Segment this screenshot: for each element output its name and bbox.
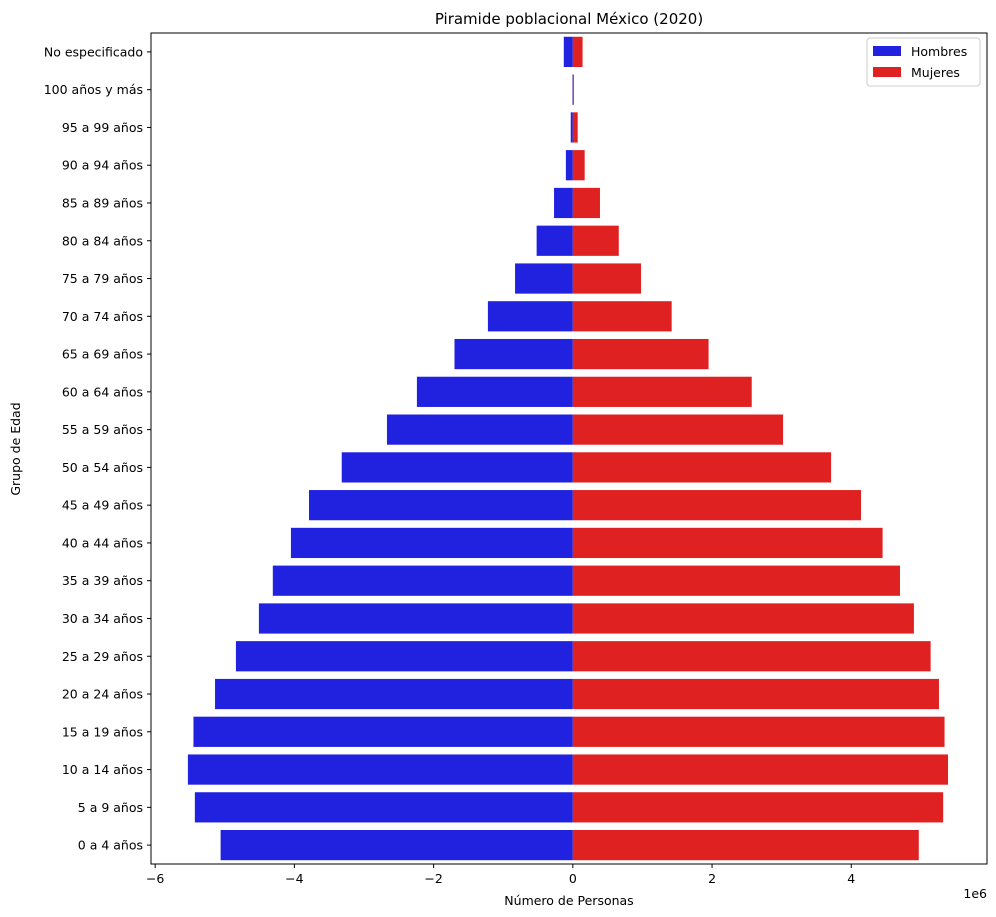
- bar-hombres: [215, 678, 573, 710]
- bar-mujeres: [572, 225, 619, 256]
- x-tick-label: −4: [285, 871, 303, 886]
- x-tick-label: 4: [847, 871, 855, 886]
- bar-mujeres: [572, 754, 949, 785]
- y-tick-label: 10 a 14 años: [62, 762, 143, 777]
- bar-hombres: [220, 830, 573, 861]
- bar-hombres: [235, 641, 573, 672]
- y-tick-label: 35 a 39 años: [62, 573, 143, 588]
- bar-mujeres: [572, 187, 600, 219]
- bar-hombres: [536, 225, 573, 256]
- x-tick-label: −2: [424, 871, 442, 886]
- bar-mujeres: [572, 112, 578, 143]
- bar-mujeres: [572, 74, 574, 105]
- y-tick-label: 45 a 49 años: [62, 498, 143, 513]
- chart-title: Piramide poblacional México (2020): [435, 10, 703, 28]
- bar-hombres: [194, 792, 573, 823]
- bar-hombres: [258, 603, 573, 634]
- bar-hombres: [454, 338, 573, 370]
- bar-mujeres: [572, 716, 945, 747]
- y-tick-label: 100 años y más: [44, 82, 143, 97]
- y-tick-label: 90 a 94 años: [62, 158, 143, 173]
- bar-hombres: [386, 414, 573, 445]
- legend-label-mujeres: Mujeres: [911, 65, 960, 80]
- bar-mujeres: [572, 150, 585, 181]
- bar-hombres: [309, 490, 573, 521]
- y-tick-label: 30 a 34 años: [62, 611, 143, 626]
- bar-mujeres: [572, 641, 931, 672]
- y-tick-label: 60 a 64 años: [62, 384, 143, 399]
- legend-swatch-hombres: [873, 46, 901, 56]
- y-tick-label: 85 a 89 años: [62, 195, 143, 210]
- bar-hombres: [416, 376, 573, 407]
- y-tick-label: 5 a 9 años: [78, 800, 143, 815]
- bar-hombres: [272, 565, 573, 596]
- bar-hombres: [341, 452, 573, 483]
- y-tick-label: 0 a 4 años: [78, 838, 143, 853]
- bar-mujeres: [572, 376, 752, 407]
- bar-mujeres: [572, 830, 919, 861]
- bar-mujeres: [572, 301, 672, 332]
- x-tick-label: 2: [708, 871, 716, 886]
- y-tick-label: 80 a 84 años: [62, 233, 143, 248]
- bar-mujeres: [572, 452, 832, 483]
- y-tick-label: 20 a 24 años: [62, 687, 143, 702]
- x-tick-label: 0: [569, 871, 577, 886]
- y-axis-label: Grupo de Edad: [8, 402, 23, 495]
- bar-mujeres: [572, 414, 784, 445]
- bar-hombres: [554, 187, 573, 219]
- bar-mujeres: [572, 792, 944, 823]
- y-tick-label: 65 a 69 años: [62, 347, 143, 362]
- bar-hombres: [193, 716, 573, 747]
- y-tick-label: 70 a 74 años: [62, 309, 143, 324]
- bar-hombres: [570, 112, 573, 143]
- bar-hombres: [290, 527, 573, 559]
- legend-label-hombres: Hombres: [911, 44, 967, 59]
- bar-mujeres: [572, 338, 709, 370]
- legend-swatch-mujeres: [873, 67, 901, 77]
- y-tick-label: 55 a 59 años: [62, 422, 143, 437]
- y-tick-label: 95 a 99 años: [62, 120, 143, 135]
- plot-frame: [150, 32, 988, 865]
- x-axis-label: Número de Personas: [504, 893, 633, 908]
- bar-hombres: [515, 263, 573, 294]
- bar-hombres: [487, 301, 573, 332]
- bar-hombres: [565, 150, 573, 181]
- bar-mujeres: [572, 565, 900, 596]
- y-tick-label: 15 a 19 años: [62, 724, 143, 739]
- x-tick-label: −6: [146, 871, 164, 886]
- bar-mujeres: [572, 36, 583, 67]
- legend: Hombres Mujeres: [866, 37, 981, 87]
- bar-hombres: [563, 36, 573, 67]
- bar-mujeres: [572, 678, 939, 710]
- y-tick-label: 40 a 44 años: [62, 535, 143, 550]
- bar-mujeres: [572, 490, 862, 521]
- y-tick-label: No especificado: [44, 44, 143, 59]
- y-tick-label: 75 a 79 años: [62, 271, 143, 286]
- y-tick-label: 25 a 29 años: [62, 649, 143, 664]
- bar-mujeres: [572, 263, 642, 294]
- bar-hombres: [187, 754, 573, 785]
- y-tick-label: 50 a 54 años: [62, 460, 143, 475]
- bar-mujeres: [572, 527, 883, 559]
- bar-mujeres: [572, 603, 914, 634]
- x-offset-label: 1e6: [963, 886, 987, 901]
